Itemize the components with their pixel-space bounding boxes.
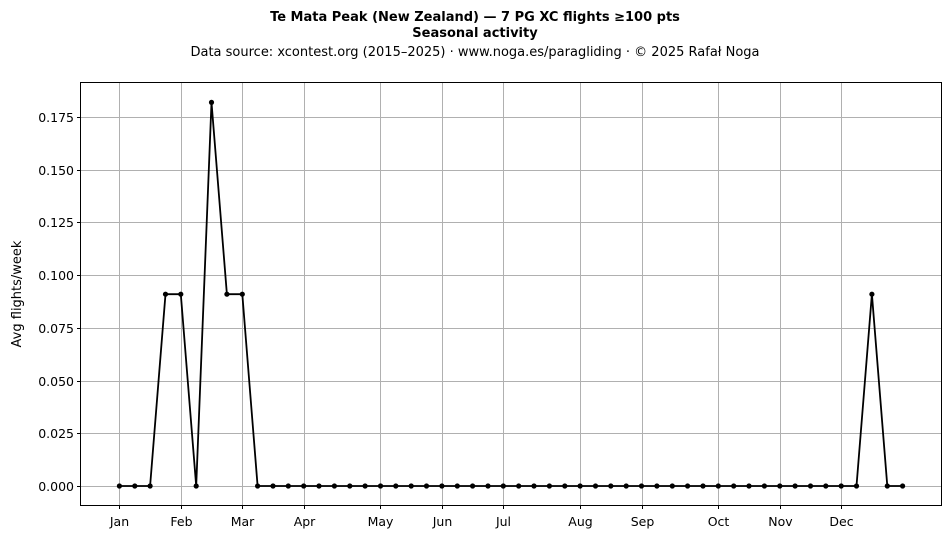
y-tick-label: 0.050 [38, 374, 74, 389]
data-point [193, 483, 199, 489]
x-tick-label: Oct [708, 514, 730, 529]
data-point [270, 483, 276, 489]
data-point [807, 483, 814, 489]
data-point [393, 483, 399, 489]
data-point [900, 483, 906, 489]
ticks-layer: 0.000 0.025 0.050 0.075 0.100 0.125 0.150 0.175… [38, 110, 854, 529]
data-point [869, 291, 875, 297]
x-tick-label: Jun [432, 514, 453, 529]
data-point [838, 483, 844, 489]
data-point [884, 483, 890, 489]
data-point [408, 483, 414, 489]
data-point [531, 483, 537, 489]
data-point [546, 483, 553, 489]
data-point [823, 483, 829, 489]
data-point [746, 483, 752, 489]
data-point [162, 291, 169, 297]
y-tick-label: 0.075 [38, 321, 74, 336]
data-point [685, 483, 691, 489]
data-point [347, 483, 353, 489]
data-point [654, 483, 660, 489]
grid-layer [81, 83, 941, 505]
y-tick-label: 0.125 [38, 215, 74, 230]
data-point [285, 483, 291, 489]
data-point [669, 483, 675, 489]
data-point [132, 483, 138, 489]
data-point [147, 483, 153, 489]
data-point [715, 483, 721, 489]
x-tick-label: Jan [109, 514, 129, 529]
data-point [761, 483, 768, 489]
data-point [423, 483, 430, 489]
x-tick-label: Sep [631, 514, 655, 529]
data-point [777, 483, 783, 489]
y-tick-label: 0.000 [38, 479, 74, 494]
data-point [454, 483, 460, 489]
x-tick-label: Apr [294, 514, 316, 529]
data-point [485, 483, 491, 489]
data-point [562, 483, 568, 489]
x-tick-label: Mar [231, 514, 255, 529]
chart-source-line: Data source: xcontest.org (2015–2025) · … [190, 45, 759, 60]
x-tick-label: May [368, 514, 394, 529]
x-tick-label: Dec [829, 514, 853, 529]
data-point [116, 483, 122, 489]
plot-frame [80, 82, 942, 506]
x-tick-label: Jul [495, 514, 511, 529]
data-point [700, 483, 706, 489]
data-point [792, 483, 798, 489]
data-point [208, 99, 215, 105]
x-tick-label: Feb [170, 514, 192, 529]
data-point [316, 483, 322, 489]
y-tick-label: 0.175 [38, 110, 74, 125]
data-point [577, 483, 583, 489]
series-line [119, 102, 903, 487]
data-point [638, 483, 645, 489]
data-point [470, 483, 476, 489]
data-point [608, 483, 614, 489]
data-point [255, 483, 261, 489]
data-point [500, 483, 506, 489]
data-point [853, 483, 860, 489]
data-point [301, 483, 307, 489]
data-point [224, 291, 230, 297]
y-tick-label: 0.100 [38, 268, 74, 283]
chart-title: Te Mata Peak (New Zealand) — 7 PG XC fli… [270, 10, 680, 25]
x-tick-label: Nov [768, 514, 793, 529]
y-tick-label: 0.025 [38, 426, 74, 441]
chart-subtitle: Seasonal activity [412, 26, 538, 41]
data-point [178, 291, 184, 297]
x-tick-label: Aug [568, 514, 592, 529]
y-tick-label: 0.150 [38, 163, 74, 178]
series-layer [116, 99, 906, 489]
data-point [623, 483, 629, 489]
data-point [331, 483, 337, 489]
data-point [439, 483, 445, 489]
y-axis-label: Avg flights/week [10, 240, 25, 347]
data-point [592, 483, 599, 489]
data-point [516, 483, 522, 489]
data-point [239, 291, 245, 297]
data-point [377, 483, 384, 489]
data-point [731, 483, 737, 489]
data-point [362, 483, 368, 489]
